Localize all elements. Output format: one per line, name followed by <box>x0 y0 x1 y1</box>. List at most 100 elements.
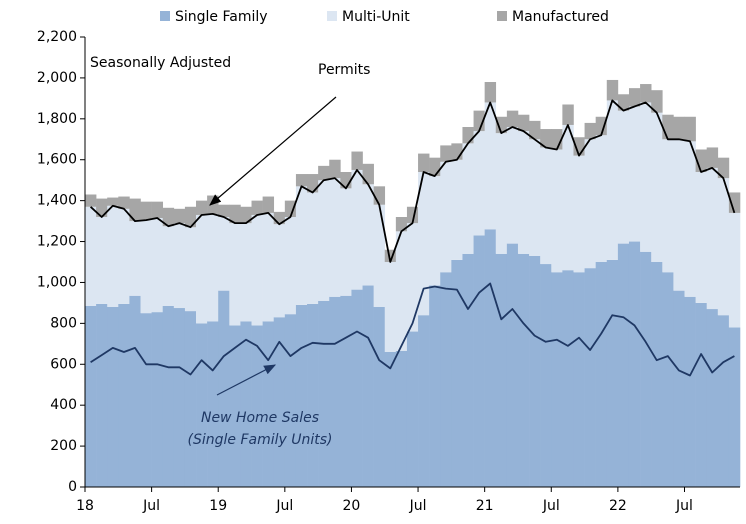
bar-segment <box>451 143 463 160</box>
bar-segment <box>473 110 485 132</box>
bar-segment <box>640 102 652 252</box>
y-tick-label: 200 <box>50 438 77 454</box>
bar-segment <box>107 205 119 307</box>
legend-swatch <box>497 11 507 21</box>
bar-segment <box>273 211 286 225</box>
bar-segment <box>251 214 263 326</box>
bar-segment <box>684 116 696 142</box>
bar-segment <box>96 198 108 217</box>
bar-segment <box>440 272 452 487</box>
bar-segment <box>562 104 574 125</box>
bar-segment <box>728 192 741 213</box>
bar-segment <box>340 188 352 296</box>
bar-segment <box>717 157 730 179</box>
bar-segment <box>362 285 374 487</box>
bar-segment <box>673 290 685 487</box>
bar-segment <box>506 243 519 487</box>
bar-segment <box>429 157 441 177</box>
x-tick-label: 21 <box>476 498 494 514</box>
y-tick-label: 800 <box>50 315 77 331</box>
bar-segment <box>384 262 397 352</box>
x-tick-label: 22 <box>609 498 627 514</box>
legend-label: Multi-Unit <box>342 9 410 25</box>
bar-segment <box>295 186 308 305</box>
bar-segment <box>473 131 485 236</box>
bar-segment <box>529 255 541 487</box>
bar-segment <box>551 272 563 487</box>
bar-segment <box>196 323 208 487</box>
bar-segment <box>307 192 319 304</box>
bar-segment <box>418 172 430 316</box>
bar-segment <box>418 315 430 487</box>
bar-segment <box>162 207 175 227</box>
bar-segment <box>240 321 252 487</box>
bar-segment <box>173 208 186 224</box>
bar-segment <box>162 226 175 306</box>
bar-segment <box>96 217 108 304</box>
bar-segment <box>140 201 152 221</box>
bar-segment <box>384 352 397 487</box>
bar-segment <box>662 272 674 487</box>
bar-segment <box>495 133 508 254</box>
bar-segment <box>506 127 519 244</box>
bar-segment <box>295 304 308 487</box>
bar-segment <box>540 147 552 265</box>
sales-annotation: New Home Sales <box>201 410 319 426</box>
line <box>89 99 736 263</box>
legend-swatch <box>160 11 170 21</box>
bar-segment <box>451 159 463 260</box>
bar-segment <box>240 223 252 322</box>
bar-segment <box>229 223 241 326</box>
bar-segment <box>218 217 230 291</box>
bar-segment <box>684 296 696 487</box>
line <box>90 282 735 377</box>
bar-segment <box>706 309 719 487</box>
legend-label: Single Family <box>175 9 268 25</box>
bar-segment <box>262 196 275 213</box>
bar-segment <box>173 308 186 487</box>
bar-segment <box>351 289 363 487</box>
sales-arrow <box>216 364 277 396</box>
bar-segment <box>662 139 674 273</box>
bar-segment <box>340 172 352 189</box>
y-tick-label: 1,400 <box>37 193 77 209</box>
bar-segment <box>695 302 707 487</box>
legend-label: Manufactured <box>512 9 609 25</box>
bar-segment <box>362 163 374 185</box>
bar-segment <box>651 112 663 262</box>
bar-segment <box>551 149 563 273</box>
x-tick-label: Jul <box>675 498 693 514</box>
bar-segment <box>240 206 252 224</box>
bar-segment <box>129 295 141 487</box>
plot-area <box>85 79 741 488</box>
bar-segment <box>351 169 363 290</box>
bar-segment <box>196 214 208 324</box>
bar-segment <box>484 229 497 488</box>
bar-segment <box>184 206 197 228</box>
bar-segment <box>118 208 130 304</box>
bar-segment <box>595 116 608 136</box>
bar-segment <box>595 135 608 262</box>
bar-segment <box>473 235 485 487</box>
bar-segment <box>96 303 108 487</box>
bar-segment <box>640 84 652 103</box>
bar-segment <box>728 327 741 487</box>
bar-segment <box>251 325 263 487</box>
bar-segment <box>406 331 419 487</box>
bar-segment <box>318 180 330 301</box>
y-tick-label: 400 <box>50 397 77 413</box>
bar-segment <box>140 313 152 487</box>
bar-segment <box>617 94 630 111</box>
bar-segment <box>262 212 275 322</box>
bar-segment <box>151 312 164 487</box>
bar-segment <box>529 120 541 140</box>
bar-segment <box>562 124 574 271</box>
bar-segment <box>429 285 441 487</box>
bar-segment <box>462 253 474 487</box>
bar-segment <box>418 153 430 172</box>
bar-segment <box>318 300 330 487</box>
bar-segment <box>207 213 219 322</box>
bar-segment <box>495 253 508 487</box>
bar-segment <box>307 303 319 487</box>
bar-segment <box>462 127 474 144</box>
